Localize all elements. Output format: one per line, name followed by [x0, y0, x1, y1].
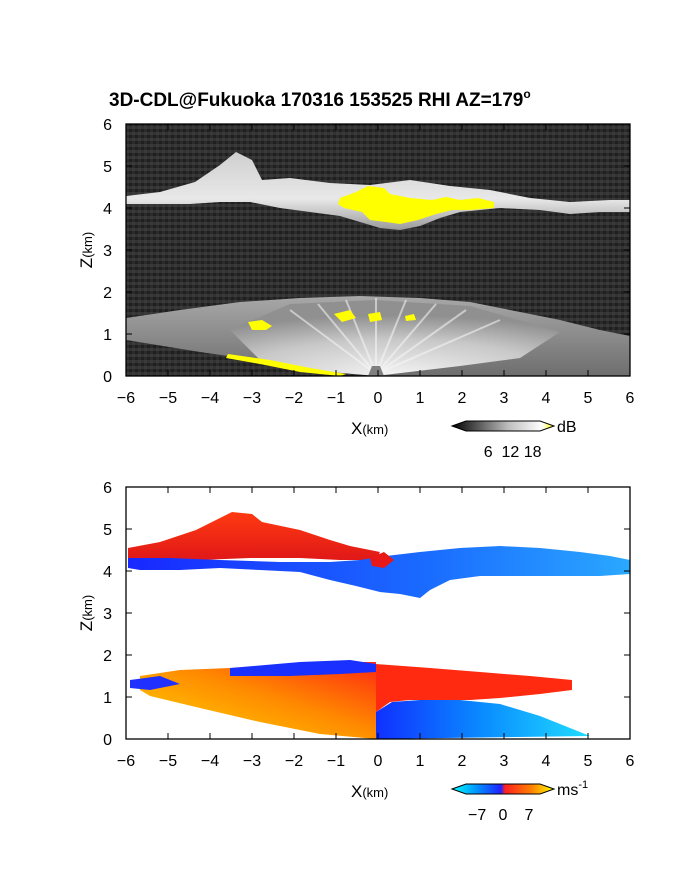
reflectivity-xlabel: X(km) [351, 419, 388, 438]
x-tick-label: 2 [458, 390, 467, 407]
x-tick-label: 4 [542, 390, 551, 407]
velocity-field [126, 487, 630, 739]
colorbar-tick-label: 6 [484, 444, 493, 461]
lower-yellow-echo [226, 354, 346, 376]
x-tick-label: −1 [327, 753, 345, 770]
reflectivity-colorbar-bar [450, 420, 556, 432]
x-tick-label: 5 [584, 753, 593, 770]
ground-clutter-region [126, 340, 376, 376]
upper-yellow-echo [338, 186, 494, 224]
y-tick-label: 6 [103, 480, 112, 497]
lower-positive-velocity [140, 662, 376, 739]
velocity-panel: −6 −5 −4 −3 −2 −1 0 1 2 3 4 5 6 0 1 2 3 4 5 6 X(km) Z(km) −… [77, 480, 635, 824]
x-tick-label: 5 [584, 390, 593, 407]
y-tick-label: 1 [103, 327, 112, 344]
velocity-ylabel: Z(km) [77, 595, 96, 631]
y-tick-label: 5 [103, 159, 112, 176]
x-tick-label: 6 [626, 753, 635, 770]
upper-positive-velocity [128, 512, 380, 560]
yellow-spot-3 [368, 312, 382, 322]
x-tick-label: −3 [243, 753, 261, 770]
colorbar-tick-label: 12 [502, 444, 520, 461]
x-tick-label: −3 [243, 390, 261, 407]
velocity-colorbar-unit: ms-1 [557, 779, 588, 799]
lower-left-negative-patch [130, 676, 180, 690]
colorbar-tick-label: −7 [468, 807, 486, 824]
x-tick-label: 1 [416, 753, 425, 770]
chart-title: 3D-CDL@Fukuoka 170316 153525 RHI AZ=179o [109, 87, 531, 111]
x-tick-label: 0 [374, 753, 383, 770]
x-tick-label: −4 [201, 753, 219, 770]
x-tick-label: 6 [626, 390, 635, 407]
colorbar-tick-label: 18 [524, 444, 542, 461]
radar-site [368, 366, 384, 376]
yellow-spot-1 [248, 320, 272, 330]
reflectivity-ylabel: Z(km) [77, 232, 96, 268]
x-tick-label: −6 [117, 390, 135, 407]
colorbar-tick-label: 7 [524, 807, 533, 824]
velocity-xlabel: X(km) [351, 782, 388, 801]
x-tick-label: −5 [159, 753, 177, 770]
x-tick-label: 3 [500, 390, 509, 407]
yellow-spot-4 [405, 314, 416, 321]
y-tick-label: 6 [103, 117, 112, 134]
x-tick-label: −6 [117, 753, 135, 770]
x-tick-label: 2 [458, 753, 467, 770]
y-tick-label: 4 [103, 564, 112, 581]
reflectivity-axes: −6 −5 −4 −3 −2 −1 0 1 2 3 4 5 6 0 1 2 3 4 5 6 [103, 117, 634, 407]
x-tick-label: 4 [542, 753, 551, 770]
lower-negative-velocity [376, 700, 590, 739]
y-tick-label: 3 [103, 606, 112, 623]
x-tick-label: 1 [416, 390, 425, 407]
velocity-axes: −6 −5 −4 −3 −2 −1 0 1 2 3 4 5 6 0 1 2 3 4 5 6 [103, 480, 634, 770]
upper-red-core [370, 552, 394, 568]
yellow-spot-2 [334, 310, 356, 322]
y-tick-label: 5 [103, 522, 112, 539]
reflectivity-colorbar-unit: dB [557, 419, 577, 436]
y-tick-label: 4 [103, 201, 112, 218]
x-tick-label: 3 [500, 753, 509, 770]
x-tick-label: −2 [285, 753, 303, 770]
colorbar-tick-label: 0 [499, 807, 508, 824]
x-tick-label: −1 [327, 390, 345, 407]
y-tick-label: 0 [103, 369, 112, 386]
x-tick-label: −4 [201, 390, 219, 407]
reflectivity-colorbar: 6 12 18 dB [450, 419, 577, 461]
upper-negative-velocity [128, 546, 630, 598]
velocity-colorbar: −7 0 7 ms-1 [450, 779, 588, 824]
velocity-colorbar-bar [450, 783, 556, 795]
y-tick-label: 3 [103, 243, 112, 260]
x-tick-label: −5 [159, 390, 177, 407]
y-tick-label: 2 [103, 648, 112, 665]
y-tick-label: 1 [103, 690, 112, 707]
y-tick-label: 2 [103, 285, 112, 302]
x-tick-label: −2 [285, 390, 303, 407]
lower-top-negative-edge [230, 660, 376, 676]
lower-bright-fan [230, 300, 560, 376]
radial-streaks [289, 298, 501, 375]
y-tick-label: 0 [103, 732, 112, 749]
reflectivity-field [126, 124, 630, 376]
x-tick-label: 0 [374, 390, 383, 407]
